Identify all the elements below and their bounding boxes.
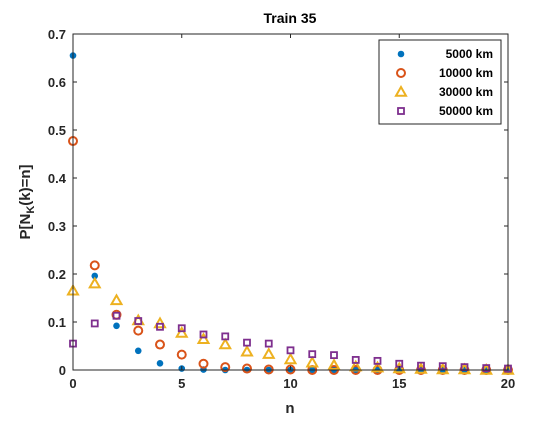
data-point (392, 361, 406, 374)
y-tick-label: 0.7 (48, 27, 66, 42)
legend-label: 5000 km (446, 47, 493, 61)
legend-marker (394, 84, 408, 97)
data-point (220, 362, 231, 373)
data-point (373, 356, 382, 365)
legend: 5000 km 10000 km 30000 km 50000 km (378, 39, 502, 125)
data-point (330, 351, 338, 360)
series-2 (66, 276, 515, 375)
data-point (134, 347, 142, 355)
data-point (113, 322, 120, 330)
legend-marker (397, 50, 405, 58)
data-point (134, 317, 143, 325)
data-point (153, 316, 167, 329)
data-point (91, 272, 99, 280)
data-point (305, 355, 319, 368)
y-tick-label: 0.4 (48, 171, 67, 186)
y-tick-label: 0 (59, 363, 66, 378)
y-tick-label: 0.2 (48, 267, 66, 282)
data-point (262, 347, 276, 359)
data-point (90, 319, 99, 328)
data-point (351, 356, 360, 364)
x-tick-label: 5 (178, 376, 185, 391)
y-axis-label-rest: (k)=n] (17, 164, 34, 205)
data-point (242, 363, 252, 374)
x-tick-label: 0 (69, 376, 76, 391)
y-tick-label: 0.3 (48, 219, 66, 234)
data-point (218, 337, 232, 350)
y-axis-label-subscript: K (25, 206, 37, 214)
data-point (482, 364, 491, 372)
data-point (240, 344, 254, 357)
axes-ticks: 0 5 10 15 20 0 0.1 0.2 0.3 0.4 0.5 0.6 0.7 (48, 27, 515, 391)
data-point (89, 260, 100, 271)
data-point (370, 360, 385, 373)
data-point (198, 358, 209, 369)
series-3 (69, 311, 512, 373)
y-tick-label: 0.6 (48, 75, 66, 90)
data-point (243, 338, 251, 347)
x-tick-label: 15 (392, 376, 406, 391)
y-tick-label: 0.1 (48, 315, 66, 330)
data-point (175, 326, 189, 338)
data-point (156, 322, 164, 331)
data-point (308, 350, 317, 359)
data-point (264, 339, 273, 348)
legend-label: 30000 km (439, 85, 493, 99)
data-point (176, 349, 187, 360)
data-point (112, 311, 121, 320)
x-axis-label: n (285, 400, 294, 417)
data-point (196, 332, 211, 345)
data-point (88, 276, 102, 289)
x-tick-label: 10 (283, 376, 297, 391)
data-point (417, 361, 425, 370)
y-axis-label: P[NK(k)=n] (17, 164, 37, 239)
y-tick-label: 0.5 (48, 123, 66, 138)
legend-label: 10000 km (439, 66, 493, 80)
data-point (438, 362, 447, 371)
data-point (283, 352, 298, 365)
legend-marker (396, 68, 406, 78)
data-point (133, 325, 144, 336)
series-1 (68, 136, 513, 375)
legend-label: 50000 km (439, 104, 493, 118)
plot-marks (66, 52, 515, 375)
chart-title: Train 35 (264, 10, 317, 26)
y-axis-label-main: P[N (17, 214, 34, 240)
data-point (221, 332, 230, 341)
legend-marker (397, 107, 405, 115)
data-point (109, 293, 124, 306)
data-point (199, 330, 208, 339)
data-point (155, 339, 165, 350)
data-point (156, 359, 164, 367)
data-point (177, 324, 186, 333)
data-point (286, 346, 295, 355)
x-tick-label: 20 (501, 376, 515, 391)
data-point (327, 358, 341, 370)
